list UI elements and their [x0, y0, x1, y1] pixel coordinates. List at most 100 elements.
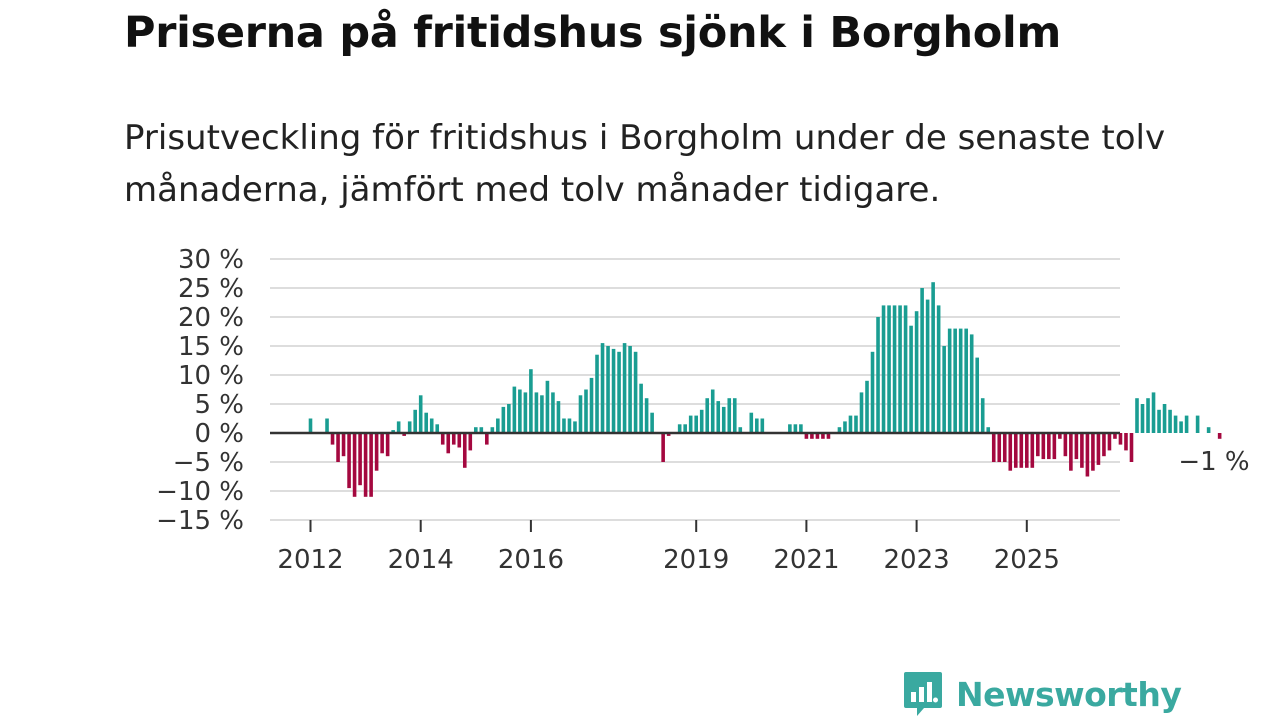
- bar: [1124, 433, 1128, 451]
- bar: [501, 406, 506, 433]
- bar: [991, 433, 996, 462]
- bar: [821, 433, 825, 439]
- bars: [308, 282, 1222, 497]
- x-tick-label: 2014: [388, 545, 454, 575]
- bar: [628, 346, 632, 433]
- bar: [551, 392, 555, 433]
- bar: [308, 418, 313, 433]
- bar: [440, 433, 445, 445]
- bar: [876, 317, 880, 433]
- bar: [931, 282, 935, 433]
- bar: [958, 328, 963, 433]
- bar: [1113, 433, 1117, 439]
- bar: [826, 433, 831, 439]
- bar: [677, 424, 682, 433]
- bar: [435, 424, 440, 433]
- bar: [341, 433, 346, 457]
- bar: [1096, 433, 1101, 465]
- bar: [1058, 433, 1062, 439]
- bar: [1102, 433, 1106, 457]
- bar: [1184, 415, 1189, 433]
- bar: [980, 398, 985, 433]
- y-tick-label: 5 %: [194, 390, 244, 420]
- bar: [920, 288, 924, 433]
- logo-text: Newsworthy: [956, 674, 1182, 714]
- bar: [1107, 433, 1112, 451]
- bar: [385, 433, 390, 457]
- bar: [914, 311, 919, 433]
- bar: [540, 395, 544, 433]
- bar: [804, 433, 809, 439]
- bar: [953, 328, 957, 433]
- bar: [710, 389, 715, 433]
- y-tick-label: 25 %: [178, 274, 244, 304]
- bar: [622, 343, 627, 433]
- bar: [1085, 433, 1090, 477]
- newsworthy-logo[interactable]: Newsworthy: [902, 670, 1182, 718]
- bar: [1129, 433, 1134, 462]
- bar: [909, 325, 913, 433]
- bar: [1041, 433, 1046, 460]
- bar: [474, 427, 478, 433]
- bar: [545, 380, 550, 433]
- x-tick-label: 2019: [663, 545, 729, 575]
- bar: [325, 418, 329, 433]
- bar: [529, 369, 533, 433]
- bar: [705, 398, 710, 433]
- bar: [1091, 433, 1095, 471]
- bar: [964, 328, 968, 433]
- bar: [396, 421, 401, 433]
- bar: [1036, 433, 1040, 457]
- bar: [617, 351, 621, 433]
- chart-subtitle: Prisutveckling för fritidshus i Borgholm…: [124, 118, 1166, 210]
- bar: [1135, 398, 1139, 433]
- bar: [1069, 433, 1073, 471]
- bar: [1118, 433, 1123, 445]
- bar: [1146, 398, 1150, 433]
- bar: [402, 433, 406, 436]
- bar: [881, 305, 886, 433]
- bar: [1217, 433, 1222, 439]
- bar: [755, 418, 759, 433]
- bar: [347, 433, 351, 489]
- bar: [716, 401, 721, 433]
- bar: [1030, 433, 1035, 468]
- bar: [815, 433, 820, 439]
- bar: [721, 406, 726, 433]
- bar: [1195, 415, 1200, 433]
- bar: [760, 418, 765, 433]
- bar: [1140, 404, 1145, 433]
- chart-title: Priserna på fritidshus sjönk i Borgholm: [124, 8, 1061, 58]
- bar: [843, 421, 847, 433]
- bar: [925, 299, 930, 433]
- bar: [1080, 433, 1084, 468]
- bar: [468, 433, 473, 451]
- bar: [1162, 404, 1167, 433]
- bar: [997, 433, 1002, 462]
- bar: [407, 421, 412, 433]
- y-tick-label: −10 %: [156, 477, 244, 507]
- bar: [352, 433, 357, 497]
- bar: [567, 418, 572, 433]
- bar: [788, 424, 792, 433]
- bar: [600, 343, 605, 433]
- bar: [490, 427, 495, 433]
- bar: [336, 433, 340, 462]
- x-tick-label: 2025: [994, 545, 1060, 575]
- bar: [523, 392, 528, 433]
- bar: [738, 427, 743, 433]
- bar: [424, 412, 429, 433]
- gridlines: [270, 258, 1120, 521]
- bar: [1063, 433, 1068, 457]
- bar: [633, 351, 638, 433]
- bar: [380, 433, 384, 454]
- bar: [534, 392, 539, 433]
- bar: [694, 415, 698, 433]
- bar: [975, 357, 980, 433]
- bar: [892, 305, 897, 433]
- bar: [699, 409, 704, 433]
- bar: [683, 424, 687, 433]
- bar: [611, 348, 616, 433]
- bar: [1019, 433, 1024, 468]
- bar: [749, 412, 754, 433]
